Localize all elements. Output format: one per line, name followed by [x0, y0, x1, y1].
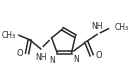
Text: O: O — [95, 51, 102, 60]
Text: CH₃: CH₃ — [114, 23, 129, 32]
Text: N: N — [74, 55, 79, 64]
Text: NH: NH — [91, 22, 103, 31]
Text: N: N — [50, 56, 55, 65]
Text: CH₃: CH₃ — [2, 31, 16, 40]
Text: NH: NH — [35, 53, 46, 62]
Text: O: O — [17, 49, 23, 58]
